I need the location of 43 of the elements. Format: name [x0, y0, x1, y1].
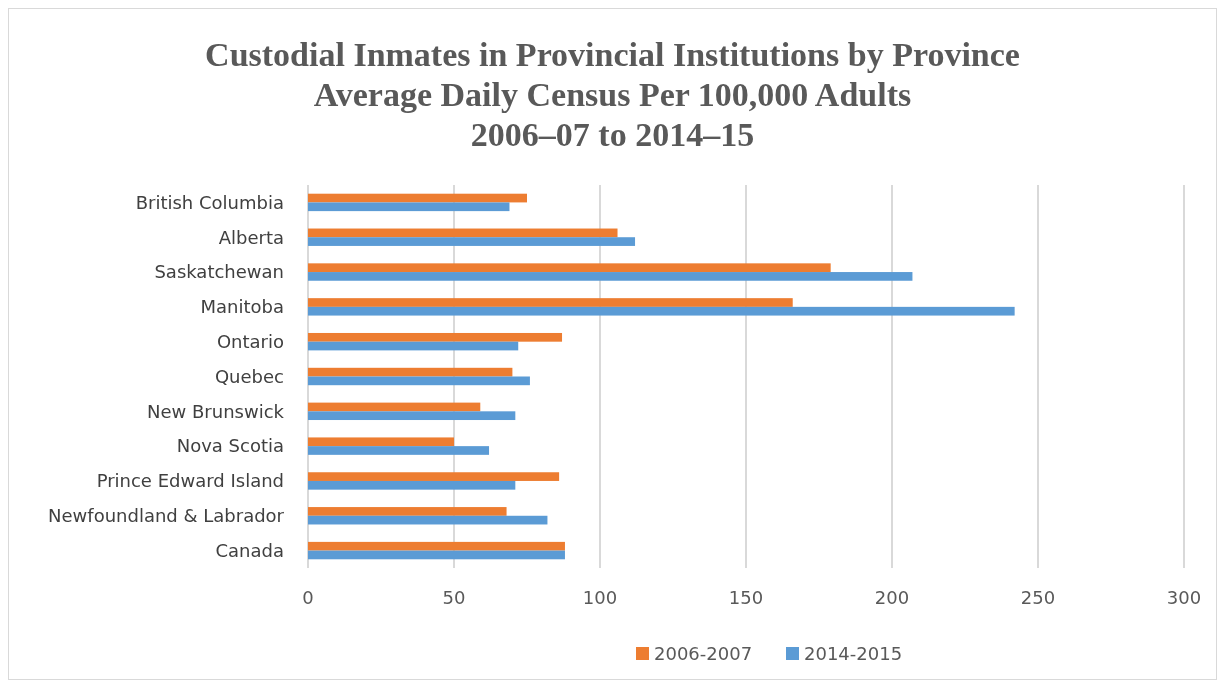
y-tick-label: Saskatchewan — [154, 261, 284, 283]
y-tick-label: Canada — [215, 539, 284, 561]
x-tick-label: 200 — [874, 587, 910, 608]
bar — [308, 541, 565, 551]
y-tick-label: Quebec — [214, 365, 284, 387]
bar — [308, 193, 527, 203]
legend-label: 2006-2007 — [654, 643, 753, 665]
bar — [308, 507, 507, 516]
bar — [308, 480, 516, 490]
bar — [308, 332, 563, 342]
bar — [308, 272, 913, 281]
legend-label: 2014-2015 — [804, 643, 903, 665]
y-tick-label: Alberta — [218, 226, 284, 248]
bar — [308, 367, 513, 377]
bar — [308, 446, 490, 455]
bar — [308, 550, 565, 560]
bar — [308, 376, 530, 386]
x-tick-label: 150 — [728, 587, 764, 608]
y-tick-label: Manitoba — [200, 296, 284, 318]
bar — [308, 411, 516, 421]
bar — [308, 263, 831, 273]
y-tick-label: Prince Edward Island — [96, 470, 284, 492]
bar — [308, 202, 510, 212]
bar — [308, 228, 618, 238]
x-tick-label: 0 — [302, 587, 314, 608]
y-tick-label: Ontario — [216, 330, 284, 352]
y-tick-label: Newfoundland & Labrador — [48, 505, 285, 527]
bar — [308, 472, 560, 481]
x-tick-label: 100 — [582, 587, 618, 608]
bar — [308, 402, 481, 412]
y-tick-label: New Brunswick — [147, 400, 285, 422]
x-tick-label: 50 — [442, 587, 466, 608]
y-tick-label: British Columbia — [135, 191, 284, 213]
bar — [308, 306, 1015, 316]
y-tick-label: Nova Scotia — [176, 435, 284, 457]
bar — [308, 298, 793, 307]
bar — [308, 515, 548, 525]
x-tick-label: 250 — [1020, 587, 1056, 608]
bar — [308, 341, 519, 351]
chart-title: Custodial Inmates in Provincial Institutions by Province Average Daily Census Per 100,000 Adults 2006–07 to 2014–15 — [205, 36, 1020, 153]
x-tick-label: 300 — [1166, 587, 1202, 608]
bar — [308, 237, 636, 246]
bar — [308, 437, 454, 447]
